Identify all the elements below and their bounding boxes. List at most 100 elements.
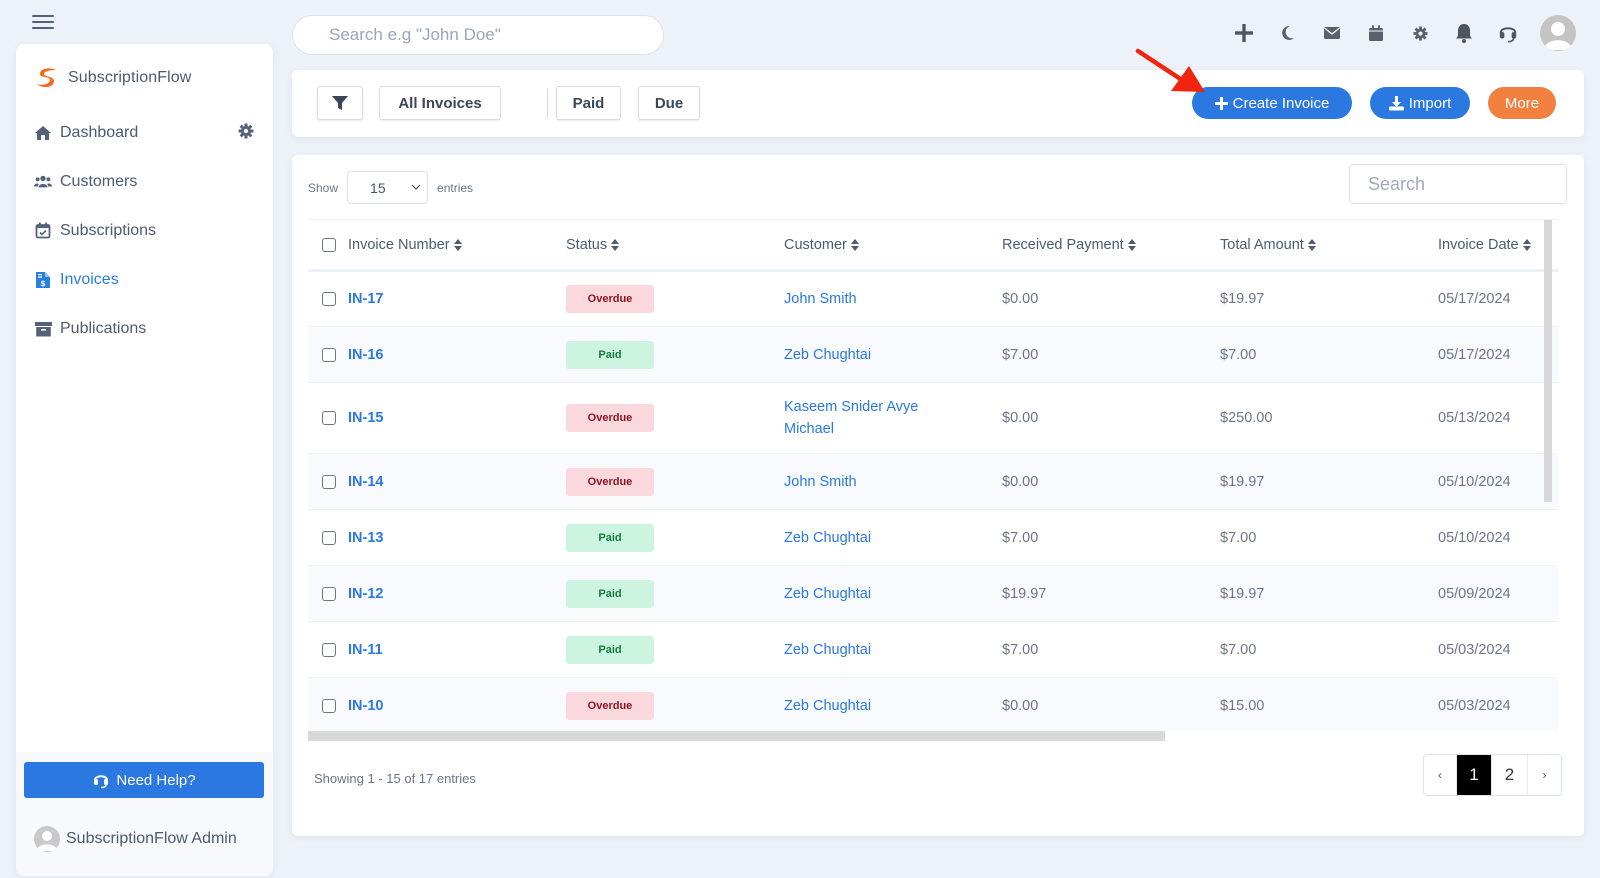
received-payment-cell: $7.00 xyxy=(1002,621,1220,678)
customer-link[interactable]: Zeb Chughtai xyxy=(784,346,872,363)
column-header-invoice-date[interactable]: Invoice Date xyxy=(1438,219,1558,272)
table-scroll-area[interactable]: Invoice Number Status Customer Received … xyxy=(308,219,1558,751)
invoice-number-link[interactable]: IN-10 xyxy=(348,697,384,714)
sidebar-item-customers[interactable]: Customers xyxy=(34,157,256,206)
sidebar-item-label: Publications xyxy=(60,319,147,337)
gear-icon[interactable] xyxy=(238,123,256,141)
headset-icon xyxy=(94,775,109,789)
invoice-date-cell: 05/17/2024 xyxy=(1438,270,1558,327)
brand[interactable]: SubscriptionFlow xyxy=(34,66,191,90)
plus-icon[interactable] xyxy=(1234,23,1254,43)
bell-icon[interactable] xyxy=(1454,23,1474,43)
paid-filter-button[interactable]: Paid xyxy=(556,86,621,120)
table-row: IN-11 Paid Zeb Chughtai $7.00 $7.00 05/0… xyxy=(308,621,1558,678)
row-checkbox[interactable] xyxy=(322,642,336,657)
status-badge: Overdue xyxy=(566,467,654,496)
column-header-invoice-number[interactable]: Invoice Number xyxy=(348,219,566,272)
sort-icon xyxy=(611,238,620,251)
sidebar-item-publications[interactable]: Publications xyxy=(34,304,256,353)
entries-per-page-select[interactable]: 15 xyxy=(347,171,429,204)
pagination-page-1[interactable]: 1 xyxy=(1457,755,1492,795)
customer-link[interactable]: Kaseem Snider Avye Michael xyxy=(784,399,919,437)
sidebar-item-label: Subscriptions xyxy=(60,221,157,239)
top-icons xyxy=(1210,14,1576,52)
user-name: SubscriptionFlow Admin xyxy=(66,830,237,847)
total-amount-cell: $19.97 xyxy=(1220,453,1438,510)
received-payment-cell: $0.00 xyxy=(1002,382,1220,454)
sort-icon xyxy=(1127,238,1136,251)
global-search-input[interactable] xyxy=(292,15,664,55)
invoice-date-cell: 05/03/2024 xyxy=(1438,677,1558,734)
sidebar-item-label: Invoices xyxy=(60,270,119,288)
need-help-button[interactable]: Need Help? xyxy=(24,762,264,798)
sort-icon xyxy=(1522,238,1531,251)
customer-link[interactable]: Zeb Chughtai xyxy=(784,529,872,546)
moon-icon[interactable] xyxy=(1278,23,1298,43)
table-row: IN-13 Paid Zeb Chughtai $7.00 $7.00 05/1… xyxy=(308,509,1558,566)
headset-icon[interactable] xyxy=(1498,23,1518,43)
calendar-icon[interactable] xyxy=(1366,23,1386,43)
column-header-status[interactable]: Status xyxy=(566,219,784,272)
vertical-scrollbar[interactable] xyxy=(1544,220,1552,502)
column-header-total-amount[interactable]: Total Amount xyxy=(1220,219,1438,272)
row-checkbox[interactable] xyxy=(322,474,336,489)
table-search-input[interactable] xyxy=(1349,164,1567,204)
user-profile[interactable]: SubscriptionFlow Admin xyxy=(34,826,237,852)
column-header-customer[interactable]: Customer xyxy=(784,219,1002,272)
svg-text:$: $ xyxy=(40,279,46,288)
create-invoice-button[interactable]: Create Invoice xyxy=(1192,87,1352,119)
invoice-number-link[interactable]: IN-17 xyxy=(348,291,384,307)
subscriptionflow-logo-icon xyxy=(37,68,56,88)
invoice-date-cell: 05/09/2024 xyxy=(1438,565,1558,622)
user-avatar[interactable] xyxy=(1540,15,1576,51)
gear-icon[interactable] xyxy=(1410,23,1430,43)
table-row: IN-16 Paid Zeb Chughtai $7.00 $7.00 05/1… xyxy=(308,326,1558,383)
invoice-number-link[interactable]: IN-16 xyxy=(348,346,384,363)
hamburger-menu-icon[interactable] xyxy=(32,15,54,29)
row-checkbox[interactable] xyxy=(322,530,336,545)
customer-link[interactable]: John Smith xyxy=(784,473,857,490)
invoice-number-link[interactable]: IN-14 xyxy=(348,473,384,490)
invoice-number-link[interactable]: IN-13 xyxy=(348,529,384,546)
row-checkbox[interactable] xyxy=(322,586,336,601)
filter-button[interactable] xyxy=(317,86,363,120)
invoice-number-link[interactable]: IN-11 xyxy=(348,641,383,658)
due-filter-button[interactable]: Due xyxy=(638,86,700,120)
table-header-row: Invoice Number Status Customer Received … xyxy=(308,219,1558,272)
invoice-number-link[interactable]: IN-15 xyxy=(348,410,384,426)
customer-link[interactable]: Zeb Chughtai xyxy=(784,697,872,714)
sidebar-item-dashboard[interactable]: Dashboard xyxy=(34,108,256,157)
entries-label: entries xyxy=(437,180,474,195)
filter-icon xyxy=(332,96,348,110)
more-button[interactable]: More xyxy=(1488,87,1556,119)
table-info: Showing 1 - 15 of 17 entries xyxy=(314,771,476,786)
pagination-next-button[interactable]: › xyxy=(1528,755,1561,795)
received-payment-cell: $0.00 xyxy=(1002,453,1220,510)
calendar-check-icon xyxy=(34,222,52,240)
invoice-number-link[interactable]: IN-12 xyxy=(348,585,384,602)
invoice-date-cell: 05/17/2024 xyxy=(1438,326,1558,383)
customer-link[interactable]: John Smith xyxy=(784,291,857,307)
invoice-toolbar: All Invoices Paid Due Create Invoice Imp… xyxy=(292,70,1584,137)
customer-link[interactable]: Zeb Chughtai xyxy=(784,641,872,658)
received-payment-cell: $19.97 xyxy=(1002,565,1220,622)
horizontal-scrollbar[interactable] xyxy=(308,731,1558,741)
row-checkbox[interactable] xyxy=(322,292,336,307)
import-button[interactable]: Import xyxy=(1370,87,1470,119)
row-checkbox[interactable] xyxy=(322,347,336,362)
horizontal-scrollbar-thumb[interactable] xyxy=(308,731,1165,741)
sidebar-item-subscriptions[interactable]: Subscriptions xyxy=(34,206,256,255)
pagination-prev-button[interactable]: ‹ xyxy=(1424,755,1457,795)
row-checkbox[interactable] xyxy=(322,411,336,426)
status-badge: Paid xyxy=(566,340,654,369)
all-invoices-button[interactable]: All Invoices xyxy=(379,86,501,120)
column-header-received-payment[interactable]: Received Payment xyxy=(1002,219,1220,272)
envelope-icon[interactable] xyxy=(1322,23,1342,43)
select-all-checkbox[interactable] xyxy=(322,237,336,252)
row-checkbox[interactable] xyxy=(322,698,336,713)
sidebar-item-invoices[interactable]: $ Invoices xyxy=(34,255,256,304)
plus-icon xyxy=(1214,96,1228,110)
pagination-page-2[interactable]: 2 xyxy=(1492,755,1528,795)
customer-link[interactable]: Zeb Chughtai xyxy=(784,585,872,602)
user-avatar-icon xyxy=(34,826,60,852)
